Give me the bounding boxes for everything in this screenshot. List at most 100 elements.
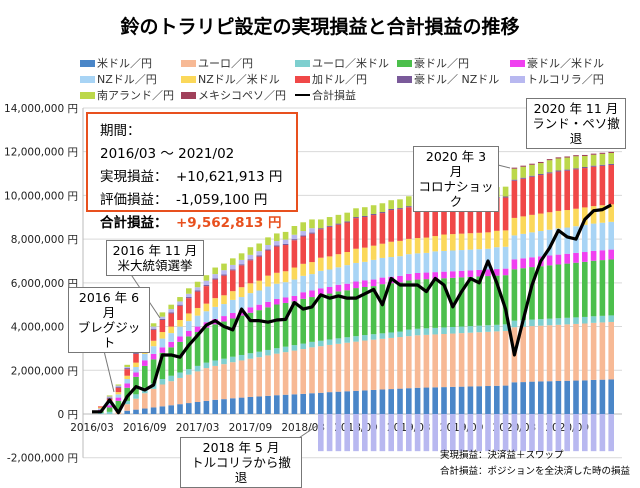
- bar-segment: [274, 299, 280, 305]
- bar-segment: [203, 311, 210, 323]
- bar-segment: [538, 266, 544, 320]
- bar-segment: [529, 232, 535, 258]
- bar-segment: [432, 251, 438, 273]
- bar-segment: [458, 414, 465, 452]
- bar-segment: [212, 267, 218, 275]
- x-tick-label: 2018/03: [281, 422, 325, 434]
- bar-segment: [538, 175, 544, 214]
- bar-segment: [309, 262, 315, 275]
- bar-segment: [467, 233, 474, 250]
- bar-segment: [546, 381, 553, 414]
- bar-segment: [423, 252, 430, 273]
- bar-segment: [379, 243, 386, 258]
- bar-segment: [458, 277, 465, 327]
- bar-segment: [582, 207, 588, 225]
- bar-segment: [582, 224, 588, 253]
- footnote-total: 合計損益：ポジションを全決済した時の損益: [440, 466, 631, 477]
- bar-segment: [318, 392, 324, 414]
- bar-segment: [379, 213, 386, 244]
- total-profit-line: [92, 203, 612, 415]
- bar-segment: [238, 297, 245, 311]
- bar-segment: [203, 303, 210, 312]
- bar-segment: [274, 245, 280, 247]
- bar-segment: [186, 297, 192, 299]
- bar-segment: [582, 156, 588, 167]
- bar-segment: [186, 369, 192, 375]
- bar-segment: [247, 283, 254, 294]
- bar-segment: [538, 173, 544, 176]
- bar-segment: [379, 338, 386, 390]
- legend-swatch: [397, 75, 412, 83]
- bar-segment: [256, 396, 262, 414]
- bar-segment: [247, 293, 254, 308]
- bar-segment: [529, 319, 535, 327]
- bar-segment: [212, 365, 218, 400]
- bar-segment: [168, 304, 174, 310]
- bar-segment: [309, 219, 315, 229]
- bar-segment: [599, 414, 606, 452]
- bar-segment: [159, 332, 166, 339]
- bar-segment: [467, 414, 474, 452]
- bar-segment: [564, 157, 570, 170]
- bar-segment: [115, 394, 122, 398]
- bar-segment: [370, 279, 377, 287]
- bar-segment: [529, 326, 535, 382]
- bar-segment: [423, 237, 430, 253]
- bar-segment: [608, 165, 614, 205]
- bar-segment: [388, 414, 394, 452]
- bar-segment: [511, 168, 518, 180]
- bar-segment: [133, 362, 139, 368]
- bar-segment: [335, 267, 342, 285]
- legend-item: 南アランド／円: [80, 88, 174, 102]
- bar-segment: [546, 318, 553, 326]
- bar-segment: [379, 277, 386, 285]
- bar-segment: [423, 279, 430, 329]
- bar-segment: [133, 394, 139, 399]
- bar-segment: [494, 414, 500, 452]
- bar-segment: [599, 322, 606, 380]
- bar-segment: [150, 407, 157, 414]
- bar-segment: [370, 334, 377, 340]
- bar-segment: [511, 180, 518, 218]
- bar-segment: [379, 212, 386, 214]
- bar-segment: [159, 379, 166, 385]
- bar-segment: [326, 225, 333, 227]
- bar-segment: [177, 372, 183, 378]
- bar-segment: [106, 397, 113, 399]
- bar-segment: [450, 201, 456, 235]
- bar-segment: [538, 163, 544, 174]
- bar-segment: [326, 217, 333, 226]
- bar-segment: [186, 374, 192, 404]
- bar-segment: [529, 175, 535, 177]
- bar-segment: [300, 275, 306, 293]
- bar-segment: [485, 414, 491, 452]
- bar-segment: [573, 168, 579, 170]
- bar-segment: [467, 249, 474, 271]
- bar-segment: [282, 297, 289, 303]
- bar-segment: [230, 270, 236, 292]
- bar-segment: [194, 326, 201, 333]
- bar-segment: [159, 316, 166, 319]
- legend-label: ユーロ／米ドル: [312, 57, 389, 70]
- bar-segment: [238, 259, 245, 265]
- bar-segment: [282, 346, 289, 353]
- bar-segment: [414, 206, 421, 239]
- bar-segment: [194, 287, 201, 291]
- bar-segment: [309, 233, 315, 263]
- bar-segment: [502, 230, 509, 247]
- bar-segment: [159, 312, 166, 317]
- bar-segment: [388, 337, 394, 390]
- bar-segment: [247, 260, 254, 284]
- bar-segment: [608, 379, 614, 414]
- bar-segment: [326, 256, 333, 270]
- bar-segment: [282, 394, 289, 414]
- bar-segment: [432, 387, 438, 414]
- bar-segment: [406, 196, 412, 207]
- bar-segment: [573, 156, 579, 169]
- bar-segment: [353, 217, 359, 219]
- bar-segment: [159, 384, 166, 407]
- bar-segment: [414, 253, 421, 274]
- bar-segment: [599, 153, 606, 165]
- legend-item: 合計損益: [295, 88, 356, 102]
- bar-segment: [335, 223, 342, 225]
